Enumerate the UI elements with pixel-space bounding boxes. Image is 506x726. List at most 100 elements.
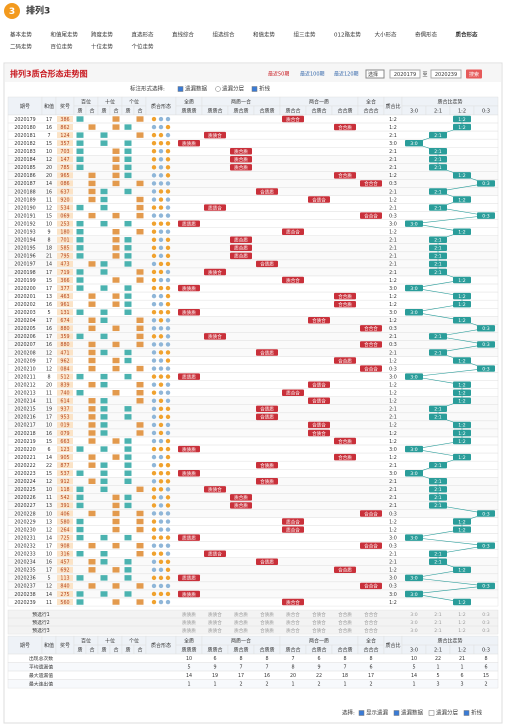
preselect-option[interactable]: 合合质 xyxy=(338,611,352,618)
nav-item[interactable]: 个位走势 xyxy=(132,43,155,51)
nav-item[interactable]: 012路走势 xyxy=(334,31,361,39)
header-ratio-label: 0:3 xyxy=(482,109,490,115)
preselect-option[interactable]: 质质质 xyxy=(182,627,196,634)
preselect-option[interactable]: 合合质 xyxy=(338,619,352,626)
option-text[interactable]: 遗漏分层 xyxy=(222,85,245,93)
to-input[interactable] xyxy=(430,69,462,79)
header-composite: 合 xyxy=(89,108,94,115)
footer-text[interactable]: 遗漏分层 xyxy=(436,709,459,717)
number: 069 xyxy=(60,213,69,219)
select-box[interactable] xyxy=(365,69,385,79)
digit-mark xyxy=(136,510,144,517)
preselect-option[interactable]: 0:3 xyxy=(482,620,489,626)
preselect-option[interactable]: 0:3 xyxy=(482,628,489,634)
nav-item[interactable]: 大小形态 xyxy=(375,31,398,39)
option-text[interactable]: 折线 xyxy=(259,85,271,93)
preselect-option[interactable]: 合合质 xyxy=(338,627,352,634)
form-mark xyxy=(256,188,278,195)
option-text[interactable]: 遗漏数据 xyxy=(185,85,208,93)
ratio-mark-label: 2:1 xyxy=(434,149,441,155)
preselect-option[interactable]: 1:2 xyxy=(458,620,465,626)
preselect-option[interactable]: 合质合 xyxy=(312,627,326,634)
sum: 12 xyxy=(46,527,52,533)
preselect-option[interactable]: 质合合 xyxy=(286,627,300,634)
pattern-dot xyxy=(165,398,171,403)
preselect-option[interactable]: 合合合 xyxy=(364,627,378,634)
pattern-dot xyxy=(158,132,164,138)
sum: 11 xyxy=(46,495,52,501)
nav-item[interactable]: 和值尾走势 xyxy=(51,31,79,39)
preselect-option[interactable]: 质合质 xyxy=(234,627,248,634)
row-bg xyxy=(7,211,499,220)
nav-item[interactable]: 直选形态 xyxy=(132,31,155,39)
number-bg xyxy=(57,502,73,509)
preselect-option[interactable]: 1:2 xyxy=(458,612,465,618)
preselect-option[interactable]: 质合质 xyxy=(234,619,248,626)
footer-text[interactable]: 遗漏数据 xyxy=(401,709,424,717)
preselect-option[interactable]: 质质质 xyxy=(182,619,196,626)
footer-checkbox[interactable] xyxy=(358,710,365,716)
issue: 2020217 xyxy=(14,423,35,429)
recent-link[interactable]: 最近120期 xyxy=(334,71,359,78)
preselect-option[interactable]: 合质质 xyxy=(260,627,274,634)
preselect-option[interactable]: 2:1 xyxy=(434,612,441,618)
preselect-option[interactable]: 2:1 xyxy=(434,628,441,634)
preselect-option[interactable]: 3:0 xyxy=(410,628,417,634)
pattern-dot xyxy=(151,189,157,194)
recent-link[interactable]: 最近50期 xyxy=(268,71,289,78)
nav-item[interactable]: 组三走势 xyxy=(294,31,317,39)
recent-link[interactable]: 最近100期 xyxy=(300,71,325,78)
preselect-option[interactable]: 3:0 xyxy=(410,612,417,618)
footer-checkbox[interactable] xyxy=(428,710,435,716)
digit-mark xyxy=(76,116,84,122)
nav-item[interactable]: 奇偶形态 xyxy=(415,31,438,39)
preselect-option[interactable]: 质质质 xyxy=(182,611,196,618)
from-input[interactable] xyxy=(389,69,421,79)
nav-item[interactable]: 百位走势 xyxy=(51,43,74,51)
preselect-option[interactable]: 合质质 xyxy=(260,619,274,626)
preselect-option[interactable]: 合质质 xyxy=(260,611,274,618)
ratio-mark-label: 2:1 xyxy=(434,262,441,268)
preselect-option[interactable]: 质质合 xyxy=(208,611,222,618)
nav-item[interactable]: 二码走势 xyxy=(10,43,33,51)
preselect-option[interactable]: 质合合 xyxy=(286,619,300,626)
preselect-option[interactable]: 合合合 xyxy=(364,611,378,618)
number: 275 xyxy=(60,592,69,598)
footer-checkbox[interactable] xyxy=(393,710,400,716)
footer-text[interactable]: 折线 xyxy=(471,709,483,717)
nav-item[interactable]: 和值走势 xyxy=(253,31,276,39)
search-button[interactable] xyxy=(466,69,482,79)
nav-item[interactable]: 基本走势 xyxy=(10,31,33,39)
nav-item[interactable]: 十位走势 xyxy=(91,43,114,51)
number-bg xyxy=(57,301,73,308)
option-checkbox[interactable] xyxy=(177,86,184,92)
nav-item[interactable]: 直线综合 xyxy=(172,31,195,39)
preselect-option[interactable]: 合合合 xyxy=(364,619,378,626)
preselect-option[interactable]: 质质合 xyxy=(208,619,222,626)
header-prime: 质 xyxy=(101,647,106,654)
footer-checkbox[interactable] xyxy=(463,710,470,716)
option-checkbox[interactable] xyxy=(251,86,258,92)
preselect-option[interactable]: 2:1 xyxy=(434,620,441,626)
form-mark xyxy=(256,349,278,356)
preselect-option[interactable]: 质合质 xyxy=(234,611,248,618)
preselect-option[interactable]: 1:2 xyxy=(458,628,465,634)
nav-item[interactable]: 组选综合 xyxy=(213,31,236,39)
preselect-option[interactable]: 3:0 xyxy=(410,620,417,626)
preselect-option[interactable]: 质合合 xyxy=(286,611,300,618)
select-text[interactable]: 选择 xyxy=(368,71,378,78)
nav-item[interactable]: 跨度走势 xyxy=(91,31,114,39)
nav-item[interactable]: 质合形态 xyxy=(456,31,479,39)
footer-text[interactable]: 显示遗漏 xyxy=(366,709,389,717)
preselect-option[interactable]: 合质合 xyxy=(312,611,326,618)
search-text[interactable]: 搜索 xyxy=(469,71,479,78)
from-text[interactable]: 2020179 xyxy=(394,72,416,78)
preselect-option[interactable]: 0:3 xyxy=(482,612,489,618)
option-radio[interactable] xyxy=(215,86,221,92)
header-position: 百位 xyxy=(81,99,91,106)
form-label: 质合质 xyxy=(234,253,248,260)
preselect-option[interactable]: 合质合 xyxy=(312,619,326,626)
pattern-dot xyxy=(158,390,164,395)
to-text[interactable]: 2020239 xyxy=(435,72,457,78)
preselect-option[interactable]: 质质合 xyxy=(208,627,222,634)
